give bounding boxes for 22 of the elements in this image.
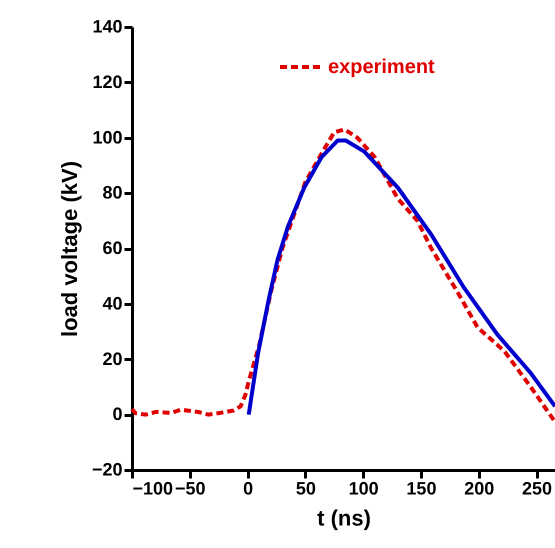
y-tick-label: 100 — [92, 127, 122, 148]
x-tick-label: 200 — [464, 478, 494, 498]
y-tick-label: 0 — [112, 404, 122, 424]
legend-label: experiment — [328, 56, 436, 78]
y-axis-title: load voltage (kV) — [56, 160, 82, 338]
y-tick-label: 80 — [102, 182, 122, 203]
x-axis-title: t (ns) — [317, 506, 371, 530]
line-series — [130, 127, 555, 422]
x-tick-label: 50 — [296, 478, 316, 498]
x-tick-label: 0 — [243, 478, 254, 498]
y-tick-label: 140 — [92, 16, 122, 36]
y-tick-label: 40 — [102, 293, 122, 314]
x-tick-label: 250 — [522, 478, 552, 498]
y-tick-label: −20 — [92, 460, 122, 480]
x-tick-label: 150 — [406, 478, 436, 498]
y-tick-label: 20 — [102, 348, 122, 369]
y-tick-label: 60 — [102, 238, 122, 258]
y-tick-label: 120 — [92, 72, 122, 92]
x-tick-label: −50 — [175, 478, 206, 498]
x-tick-label: −100 — [132, 478, 174, 498]
line-series — [246, 138, 555, 417]
x-tick-label: 100 — [348, 478, 379, 498]
